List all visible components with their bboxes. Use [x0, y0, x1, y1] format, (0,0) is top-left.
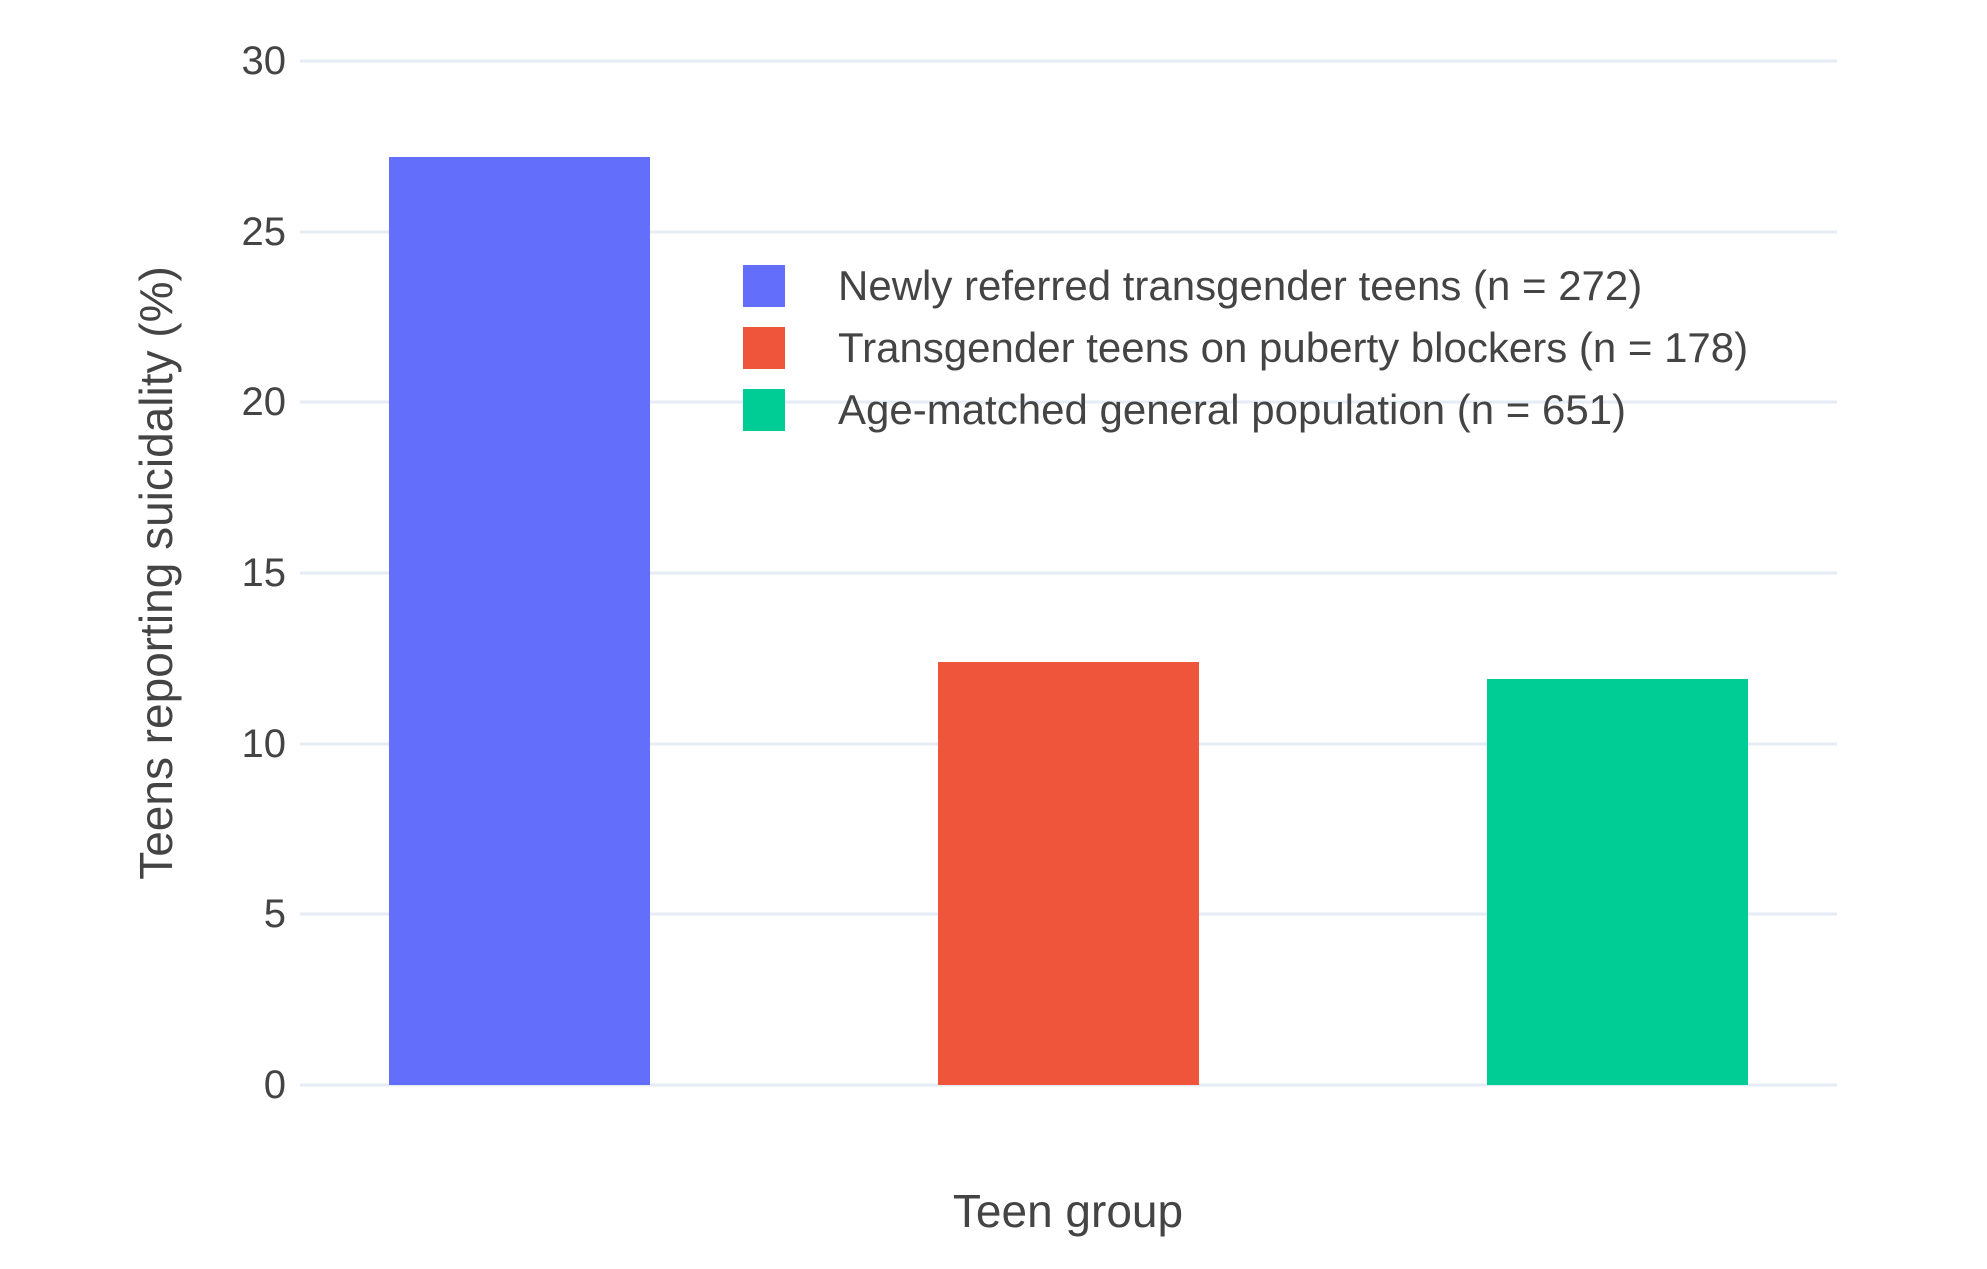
legend-swatch-icon — [743, 389, 785, 431]
bar-series-1[interactable] — [938, 661, 1199, 1085]
gridline-y-20 — [300, 400, 1837, 404]
gridline-y-25 — [300, 230, 1837, 234]
y-tick-label-0: 0 — [263, 1063, 286, 1107]
bar-series-2[interactable] — [1486, 678, 1748, 1085]
y-tick-label-25: 25 — [241, 209, 287, 254]
legend-label: Age-matched general population (n = 651) — [838, 386, 1627, 433]
y-tick-label-30: 30 — [241, 39, 287, 83]
y-tick-label-20: 20 — [241, 380, 287, 425]
legend-label: Newly referred transgender teens (n = 27… — [838, 262, 1643, 309]
legend-label: Transgender teens on puberty blockers (n… — [838, 324, 1749, 371]
gridline-y-0 — [300, 1083, 1837, 1087]
y-tick-label-15: 15 — [241, 551, 287, 595]
gridline-y-15 — [300, 571, 1837, 575]
y-tick-label-10: 10 — [241, 721, 287, 766]
legend-swatch-icon — [743, 327, 785, 369]
y-tick-label-5: 5 — [263, 892, 286, 937]
x-axis-title: Teen group — [952, 1185, 1184, 1237]
legend-item-0[interactable]: Newly referred transgender teens (n = 27… — [743, 265, 1748, 307]
legend-item-2[interactable]: Age-matched general population (n = 651) — [743, 389, 1748, 431]
plot-area — [300, 59, 1837, 1087]
gridline-y-30 — [300, 59, 1837, 63]
bar-series-0[interactable] — [389, 156, 651, 1085]
legend: Newly referred transgender teens (n = 27… — [743, 265, 1748, 451]
legend-swatch-icon — [743, 265, 785, 307]
legend-item-1[interactable]: Transgender teens on puberty blockers (n… — [743, 327, 1748, 369]
